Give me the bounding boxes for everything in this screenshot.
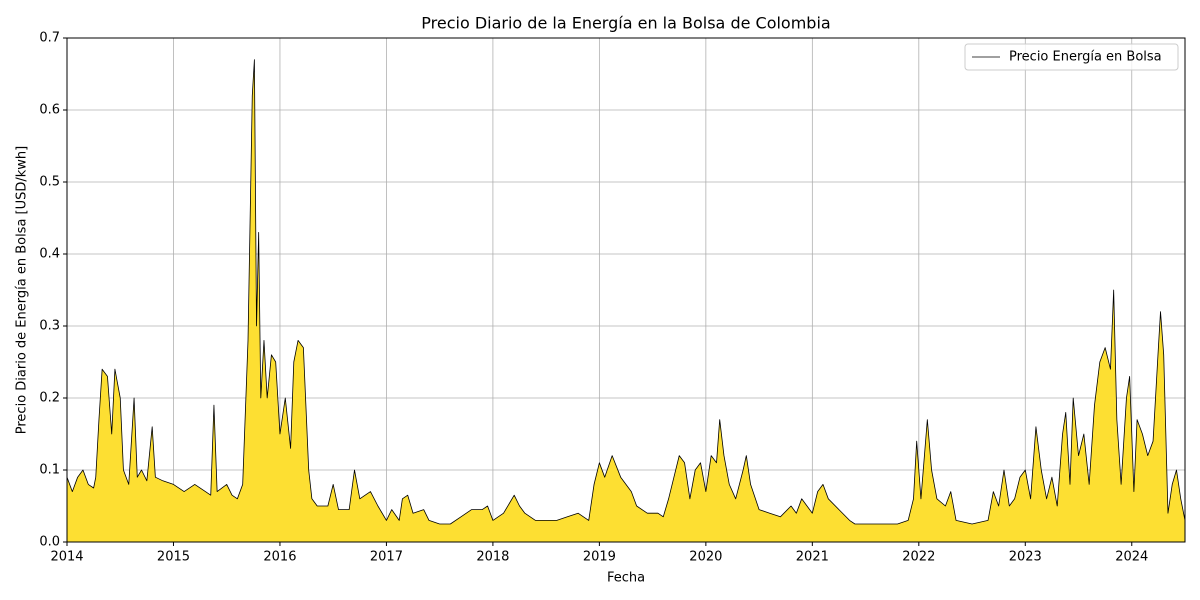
x-tick-label: 2016: [263, 550, 296, 565]
x-tick-label: 2014: [50, 550, 83, 565]
y-tick-label: 0.0: [39, 535, 60, 550]
y-tick-label: 0.5: [39, 175, 60, 190]
chart-title: Precio Diario de la Energía en la Bolsa …: [421, 14, 830, 33]
legend-label: Precio Energía en Bolsa: [1009, 50, 1162, 65]
x-tick-label: 2020: [689, 550, 722, 565]
x-axis-label: Fecha: [607, 571, 645, 586]
x-tick-label: 2023: [1009, 550, 1042, 565]
x-tick-label: 2021: [796, 550, 829, 565]
x-tick-label: 2024: [1115, 550, 1148, 565]
y-tick-label: 0.4: [39, 247, 60, 262]
y-tick-label: 0.1: [39, 463, 60, 478]
y-tick-label: 0.3: [39, 319, 60, 334]
y-axis-label: Precio Diario de Energía en Bolsa [USD/k…: [15, 146, 30, 434]
axes: 0.0 0.1 0.2 0.3 0.4 0.5 0.6 0.7 2014 2015 2016 2017…: [39, 31, 1186, 565]
x-tick-label: 2022: [902, 550, 935, 565]
x-tick-label: 2019: [583, 550, 616, 565]
legend: Precio Energía en Bolsa: [964, 43, 1179, 71]
legend-box: [964, 43, 1179, 71]
x-tick-label: 2018: [476, 550, 509, 565]
series-line: [66, 59, 1186, 525]
y-tick-label: 0.6: [39, 103, 60, 118]
y-tick-label: 0.7: [39, 31, 60, 46]
y-tick-label: 0.2: [39, 391, 60, 406]
x-tick-label: 2017: [370, 550, 403, 565]
plot-area: [66, 59, 1186, 542]
plot-frame: [66, 37, 1186, 543]
area-fill: [67, 59, 1185, 542]
x-tick-label: 2015: [157, 550, 190, 565]
